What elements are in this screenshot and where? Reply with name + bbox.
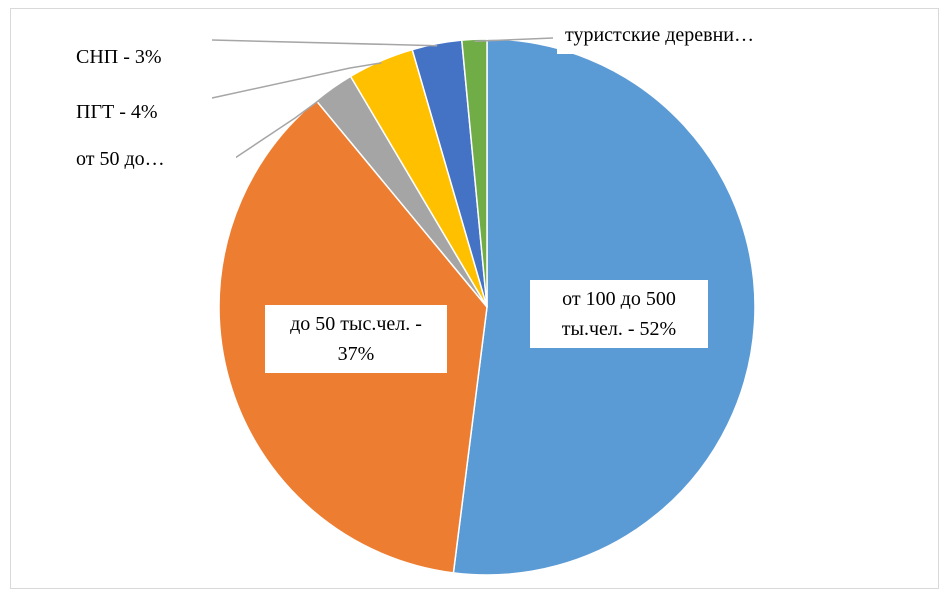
chart-frame bbox=[10, 8, 939, 589]
pie-slice bbox=[460, 38, 488, 308]
data-label: туристские деревни… bbox=[557, 16, 837, 54]
data-label: СНП - 3% bbox=[68, 38, 212, 76]
data-label: до 50 тыс.чел. - 37% bbox=[265, 305, 447, 373]
data-label: от 50 до… bbox=[68, 140, 236, 178]
leader-line bbox=[211, 39, 438, 47]
leader-line bbox=[474, 37, 554, 43]
data-label: ПГТ - 4% bbox=[68, 93, 212, 131]
leader-line bbox=[211, 62, 382, 99]
leader-line bbox=[234, 88, 335, 159]
data-label: от 100 до 500 ты.чел. - 52% bbox=[530, 280, 708, 348]
